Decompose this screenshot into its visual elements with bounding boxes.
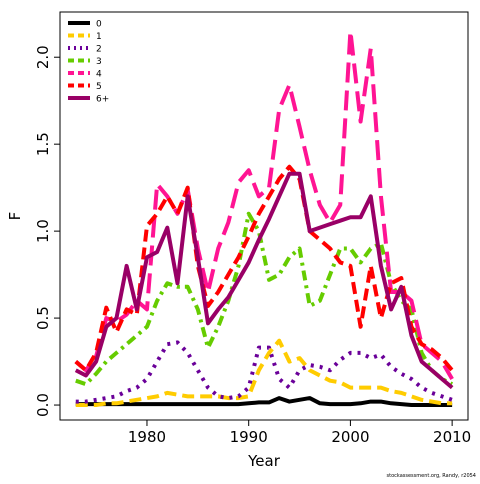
y-tick-label: 2.0 <box>34 45 52 69</box>
legend-label: 1 <box>96 32 102 42</box>
legend-label: 3 <box>96 57 102 67</box>
series-line <box>74 171 454 390</box>
footnote: stockassessment.org, Randy, r2054 <box>387 473 476 479</box>
x-tick-label: 2010 <box>433 428 471 446</box>
y-tick-label: 1.0 <box>34 219 52 243</box>
y-tick-label: 0.0 <box>34 393 52 417</box>
y-axis-label: F <box>6 212 24 221</box>
legend-label: 2 <box>96 45 102 55</box>
legend-label: 4 <box>96 70 102 80</box>
legend-label: 5 <box>96 82 102 92</box>
series-line <box>75 338 453 408</box>
x-tick-label: 1980 <box>128 428 166 446</box>
plot-frame <box>59 11 469 421</box>
x-axis-label: Year <box>247 452 281 470</box>
y-tick-label: 1.5 <box>34 132 52 156</box>
legend-label: 0 <box>96 20 102 30</box>
series-line <box>75 340 453 404</box>
series-line <box>74 164 454 373</box>
legend-label: 6+ <box>96 95 109 105</box>
y-tick-label: 0.5 <box>34 306 52 330</box>
x-tick-label: 2000 <box>331 428 369 446</box>
x-tick-label: 1990 <box>230 428 268 446</box>
series-line <box>75 396 453 408</box>
series-line <box>75 211 454 387</box>
